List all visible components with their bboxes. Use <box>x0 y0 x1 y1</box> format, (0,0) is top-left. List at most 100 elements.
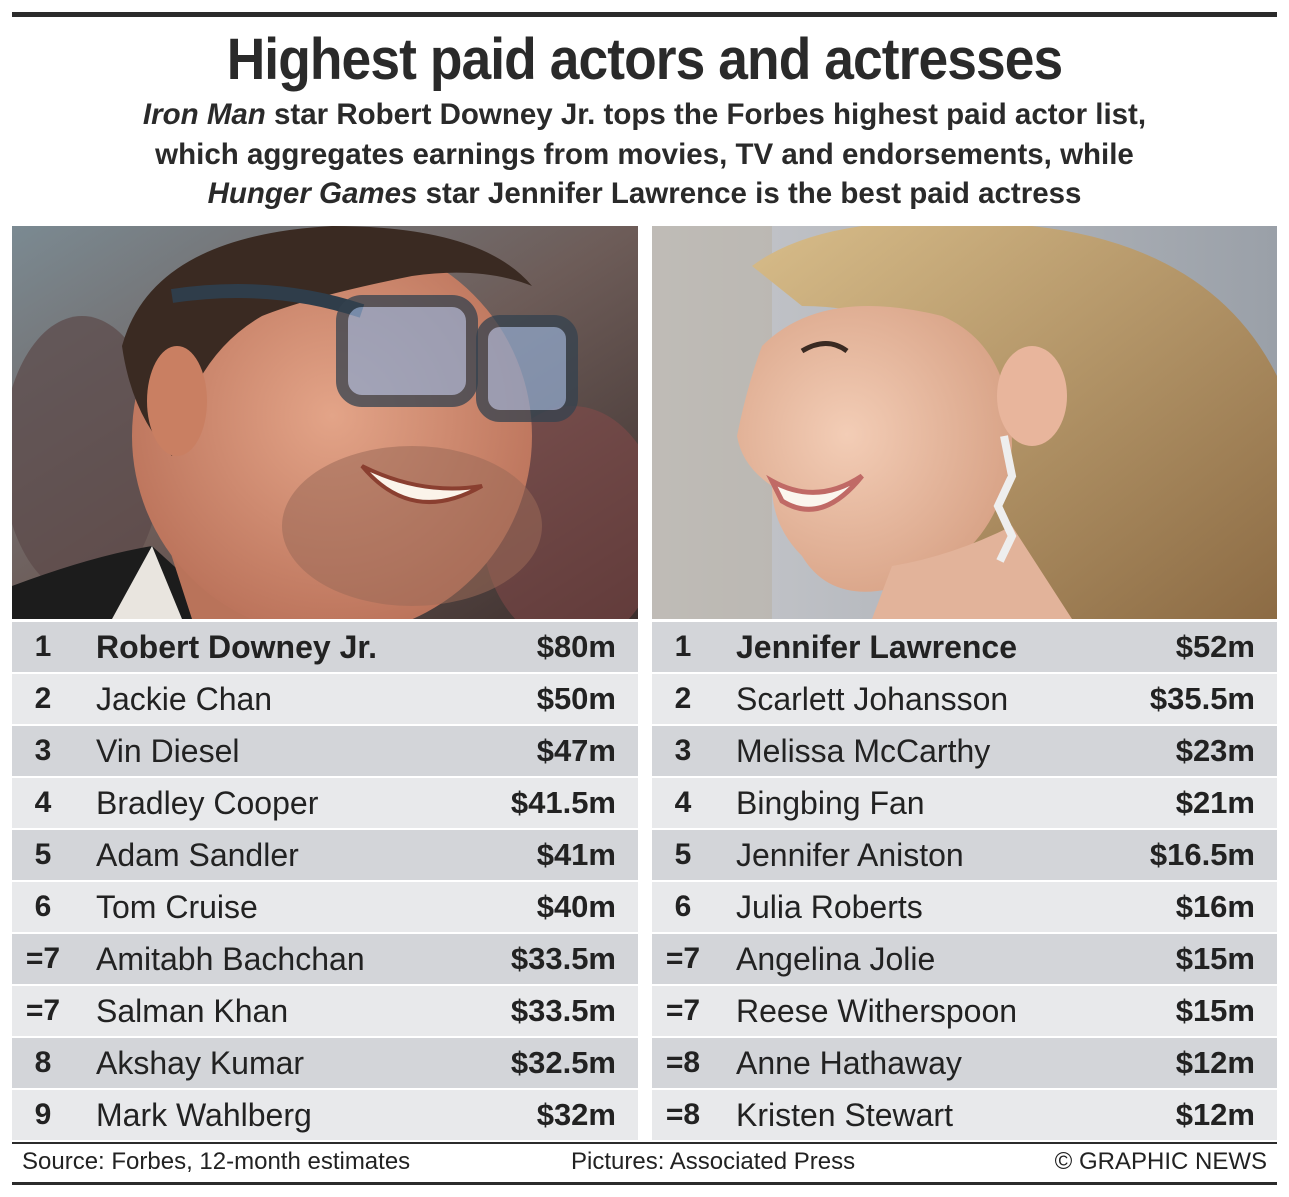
actress-name: Jennifer Lawrence <box>736 629 1017 665</box>
table-row: 1 Robert Downey Jr. $80m <box>12 622 638 672</box>
earnings: $15m <box>1175 940 1255 976</box>
earnings: $33.5m <box>510 992 616 1028</box>
table-row: 5 Jennifer Aniston $16.5m <box>652 829 1277 880</box>
actor-name: Tom Cruise <box>96 888 258 925</box>
photo-robert-downey-jr <box>12 226 638 619</box>
earnings: $21m <box>1175 784 1255 820</box>
table-row: 6 Tom Cruise $40m <box>12 881 638 932</box>
copyright: © GRAPHIC NEWS <box>1054 1148 1267 1175</box>
earnings: $32m <box>536 1096 616 1132</box>
earnings: $16m <box>1175 888 1255 924</box>
earnings: $41.5m <box>510 784 616 820</box>
source-credit: Source: Forbes, 12-month estimates <box>22 1148 411 1175</box>
rank: 5 <box>34 837 52 871</box>
table-row: 3 Melissa McCarthy $23m <box>652 725 1277 776</box>
table-row: 8 Akshay Kumar $32.5m <box>12 1037 638 1088</box>
footer-rule <box>12 1142 1277 1144</box>
table-row: 9 Mark Wahlberg $32m <box>12 1089 638 1140</box>
rank: 9 <box>34 1097 52 1131</box>
table-row: 3 Vin Diesel $47m <box>12 725 638 776</box>
actress-name: Reese Witherspoon <box>736 992 1018 1029</box>
rank: 2 <box>34 681 52 715</box>
rank: 6 <box>34 889 52 923</box>
rank: =7 <box>665 993 701 1027</box>
table-row: =8 Anne Hathaway $12m <box>652 1037 1277 1088</box>
subtitle-film-hunger-games: Hunger Games <box>207 177 418 210</box>
earnings: $35.5m <box>1149 680 1255 716</box>
rank: =8 <box>665 1045 701 1079</box>
subtitle: Iron Man star Robert Downey Jr. tops the… <box>0 95 1289 214</box>
table-row: 1 Jennifer Lawrence $52m <box>652 622 1277 672</box>
subtitle-line-1: Iron Man star Robert Downey Jr. tops the… <box>0 95 1289 135</box>
rank: =8 <box>665 1097 701 1131</box>
earnings: $41m <box>536 836 616 872</box>
table-row: 4 Bradley Cooper $41.5m <box>12 777 638 828</box>
table-row: =7 Amitabh Bachchan $33.5m <box>12 933 638 984</box>
earnings: $32.5m <box>510 1044 616 1080</box>
subtitle-line-3-text: star Jennifer Lawrence is the best paid … <box>417 177 1082 210</box>
actor-name: Vin Diesel <box>96 732 240 769</box>
earnings: $16.5m <box>1149 836 1255 872</box>
actress-name: Bingbing Fan <box>736 784 925 821</box>
bottom-rule <box>12 1182 1277 1185</box>
subtitle-line-3: Hunger Games star Jennifer Lawrence is t… <box>0 174 1289 214</box>
rank: 5 <box>674 837 692 871</box>
actor-name: Amitabh Bachchan <box>96 940 365 977</box>
actress-name: Anne Hathaway <box>736 1044 962 1081</box>
actress-name: Melissa McCarthy <box>736 732 991 769</box>
table-row: =8 Kristen Stewart $12m <box>652 1089 1277 1140</box>
rank: 4 <box>674 785 692 819</box>
table-row: 2 Jackie Chan $50m <box>12 673 638 724</box>
actor-name: Robert Downey Jr. <box>96 629 377 665</box>
actress-name: Julia Roberts <box>736 888 923 925</box>
photo-illustration-left <box>12 226 638 619</box>
pictures-credit: Pictures: Associated Press <box>571 1148 856 1175</box>
actress-name: Scarlett Johansson <box>736 680 1009 717</box>
actor-name: Akshay Kumar <box>96 1044 305 1081</box>
subtitle-line-2: which aggregates earnings from movies, T… <box>155 137 1134 171</box>
table-row: =7 Reese Witherspoon $15m <box>652 985 1277 1036</box>
earnings: $40m <box>536 888 616 924</box>
rank: 8 <box>34 1045 52 1079</box>
actresses-table: 1 Jennifer Lawrence $52m 2 Scarlett Joha… <box>652 622 1277 1142</box>
rank: =7 <box>25 941 61 975</box>
actor-name: Jackie Chan <box>96 680 273 717</box>
rank: =7 <box>25 993 61 1027</box>
earnings: $33.5m <box>510 940 616 976</box>
page-title: Highest paid actors and actresses <box>226 27 1064 92</box>
actors-table: 1 Robert Downey Jr. $80m 2 Jackie Chan $… <box>12 622 638 1142</box>
rank: 1 <box>34 630 52 663</box>
photo-jennifer-lawrence <box>652 226 1277 619</box>
actor-name: Adam Sandler <box>96 836 299 873</box>
subtitle-film-iron-man: Iron Man <box>142 98 266 131</box>
actress-name: Kristen Stewart <box>736 1096 953 1133</box>
actress-name: Jennifer Aniston <box>736 836 964 873</box>
table-row: =7 Angelina Jolie $15m <box>652 933 1277 984</box>
actor-name: Salman Khan <box>96 992 289 1029</box>
table-row: 5 Adam Sandler $41m <box>12 829 638 880</box>
rank: 1 <box>674 630 692 663</box>
table-row: 4 Bingbing Fan $21m <box>652 777 1277 828</box>
earnings: $80m <box>536 629 616 664</box>
actor-name: Mark Wahlberg <box>96 1096 312 1133</box>
rank: 2 <box>674 681 692 715</box>
actress-name: Angelina Jolie <box>736 940 936 977</box>
rank: 6 <box>674 889 692 923</box>
table-row: 2 Scarlett Johansson $35.5m <box>652 673 1277 724</box>
earnings: $47m <box>536 732 616 768</box>
earnings: $15m <box>1175 992 1255 1028</box>
rank: 3 <box>34 733 52 767</box>
table-row: 6 Julia Roberts $16m <box>652 881 1277 932</box>
subtitle-line-1-text: star Robert Downey Jr. tops the Forbes h… <box>265 98 1147 131</box>
earnings: $50m <box>536 680 616 716</box>
earnings: $12m <box>1175 1096 1255 1132</box>
earnings: $52m <box>1175 629 1255 664</box>
top-rule <box>12 12 1277 17</box>
actor-name: Bradley Cooper <box>96 784 319 821</box>
rank: 4 <box>34 785 52 819</box>
photo-illustration-right <box>652 226 1277 619</box>
rank: 3 <box>674 733 692 767</box>
table-row: =7 Salman Khan $33.5m <box>12 985 638 1036</box>
earnings: $23m <box>1175 732 1255 768</box>
rank: =7 <box>665 941 701 975</box>
